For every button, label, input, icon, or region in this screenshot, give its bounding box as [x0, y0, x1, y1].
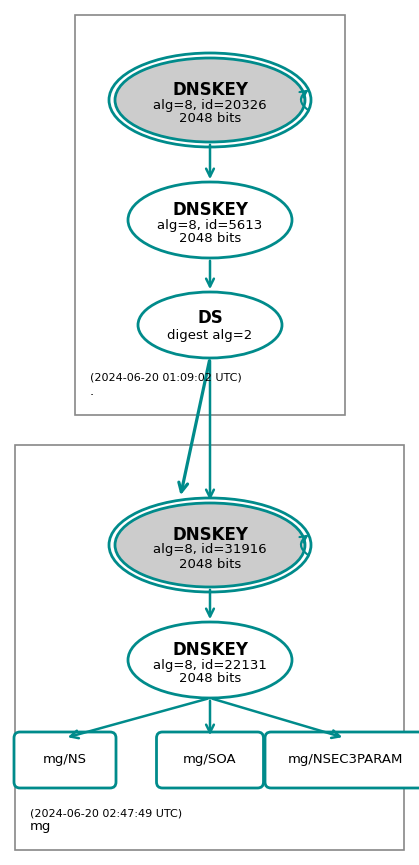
Text: alg=8, id=31916: alg=8, id=31916: [153, 543, 267, 556]
Text: .: .: [90, 385, 94, 398]
Text: (2024-06-20 02:47:49 UTC): (2024-06-20 02:47:49 UTC): [30, 808, 182, 818]
Text: 2048 bits: 2048 bits: [179, 233, 241, 246]
FancyBboxPatch shape: [157, 732, 264, 788]
Text: 2048 bits: 2048 bits: [179, 558, 241, 571]
Text: alg=8, id=5613: alg=8, id=5613: [158, 219, 263, 232]
Text: mg: mg: [30, 820, 52, 833]
Text: mg/NSEC3PARAM: mg/NSEC3PARAM: [287, 753, 403, 766]
Ellipse shape: [115, 503, 305, 587]
Text: mg/NS: mg/NS: [43, 753, 87, 766]
Text: DNSKEY: DNSKEY: [172, 526, 248, 544]
Bar: [15, 445, 404, 850]
FancyBboxPatch shape: [14, 732, 116, 788]
Ellipse shape: [115, 58, 305, 142]
Text: DS: DS: [197, 309, 223, 327]
Ellipse shape: [128, 182, 292, 258]
Ellipse shape: [138, 292, 282, 358]
Text: mg/SOA: mg/SOA: [183, 753, 237, 766]
Text: 2048 bits: 2048 bits: [179, 672, 241, 685]
Bar: [75, 15, 345, 415]
Text: alg=8, id=22131: alg=8, id=22131: [153, 658, 267, 671]
Ellipse shape: [128, 622, 292, 698]
FancyBboxPatch shape: [265, 732, 419, 788]
Text: (2024-06-20 01:09:02 UTC): (2024-06-20 01:09:02 UTC): [90, 372, 242, 382]
Text: DNSKEY: DNSKEY: [172, 201, 248, 219]
Text: DNSKEY: DNSKEY: [172, 641, 248, 659]
Text: alg=8, id=20326: alg=8, id=20326: [153, 99, 267, 112]
Text: DNSKEY: DNSKEY: [172, 81, 248, 99]
Text: 2048 bits: 2048 bits: [179, 112, 241, 125]
Text: digest alg=2: digest alg=2: [167, 329, 253, 342]
